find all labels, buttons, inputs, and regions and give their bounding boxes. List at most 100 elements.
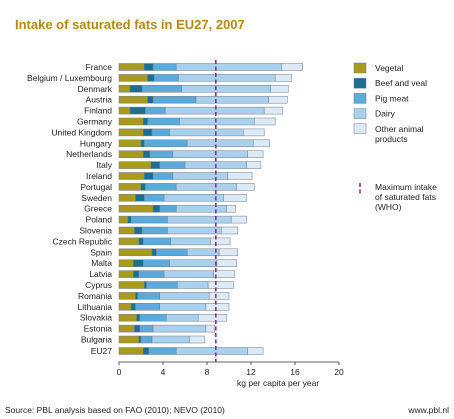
bar-portugal-dairy [175,183,237,191]
bar-romania-vegetal [118,292,136,300]
bar-eu27-beef-and-veal [142,347,149,355]
bar-united-kingdom-other-animal-products [243,128,265,137]
bar-romania-pig-meat [137,292,160,300]
footer-url: www.pbl.nl [407,405,449,415]
bar-malta-vegetal [118,259,134,267]
bar-germany-vegetal [118,117,144,126]
bar-latvia-vegetal [118,270,134,278]
bar-poland-dairy [167,215,232,224]
bar-malta-dairy [169,259,218,267]
bar-belgium-luxembourg-vegetal [118,74,148,82]
bar-france-other-animal-products [281,63,303,71]
category-label-romania: Romania [78,291,112,301]
bar-belgium-luxembourg-beef-and-veal [147,74,155,82]
bar-belgium-luxembourg-dairy [178,74,276,82]
bar-greece-pig-meat [159,204,177,213]
bar-hungary-beef-and-veal [140,139,145,148]
bar-spain-vegetal [118,248,153,257]
legend-swatch-other-animal-products [353,123,367,135]
bar-portugal-beef-and-veal [140,183,146,191]
bar-germany-beef-and-veal [142,117,148,126]
x-tick-label-0: 0 [117,367,122,377]
bar-bulgaria-dairy [151,335,190,344]
bar-spain-other-animal-products [218,248,239,257]
bar-portugal-vegetal [118,183,142,191]
bar-bulgaria-vegetal [118,335,140,344]
bar-latvia-beef-and-veal [133,270,140,278]
bar-czech-republic-dairy [170,237,211,246]
category-label-bulgaria: Bulgaria [81,335,112,345]
bar-netherlands-pig-meat [149,150,174,158]
bar-romania-dairy [159,292,210,300]
bar-lithuania-other-animal-products [205,303,230,311]
x-tick-label-8: 8 [205,367,210,377]
bar-cyprus-dairy [177,281,209,289]
bar-denmark-dairy [181,85,272,93]
x-tick-label-16: 16 [290,367,300,377]
bar-spain-pig-meat [156,248,188,257]
category-label-cyprus: Cyprus [85,280,112,290]
legend-label-dairy: Dairy [375,109,396,119]
bar-italy-other-animal-products [246,161,262,169]
category-label-poland: Poland [86,215,113,225]
category-label-germany: Germany [77,117,113,127]
bar-finland-dairy [164,106,265,115]
bar-slovenia-pig-meat [141,226,168,235]
bar-slovenia-other-animal-products [221,226,239,235]
category-label-estonia: Estonia [84,324,113,334]
bar-hungary-other-animal-products [252,139,270,148]
bar-sweden-other-animal-products [223,194,247,202]
bar-germany-other-animal-products [254,117,276,126]
x-tick-label-12: 12 [246,367,256,377]
category-label-belgium-luxembourg: Belgium / Luxembourg [27,73,112,83]
category-label-czech-republic: Czech Republic [52,236,112,246]
bar-ireland-other-animal-products [227,172,253,180]
legend: Vegetal Beef and veal Pig meat Dairy Other a… [353,62,437,212]
category-label-portugal: Portugal [80,182,112,192]
x-tick-label-20: 20 [334,367,344,377]
category-label-latvia: Latvia [89,269,112,279]
category-label-slovenia: Slovenia [79,226,112,236]
bar-czech-republic-vegetal [118,237,140,246]
category-label-sweden: Sweden [81,193,112,203]
bar-lithuania-vegetal [118,303,132,311]
bar-slovakia-other-animal-products [197,313,228,322]
bar-greece-vegetal [118,204,154,213]
bar-united-kingdom-dairy [169,128,244,137]
bar-slovenia-beef-and-veal [134,226,143,235]
category-label-hungary: Hungary [80,138,113,148]
bar-ireland-dairy [172,172,229,180]
bar-belgium-luxembourg-pig-meat [153,74,179,82]
bar-austria-beef-and-veal [147,95,154,104]
x-tick-label-4: 4 [161,367,166,377]
bar-latvia-other-animal-products [213,270,235,278]
bar-poland-other-animal-products [230,215,247,224]
bar-sweden-beef-and-veal [135,194,145,202]
bar-lithuania-beef-and-veal [130,303,136,311]
bar-sweden-vegetal [118,194,136,202]
bar-sweden-dairy [163,194,224,202]
bar-lithuania-pig-meat [135,303,160,311]
bar-malta-beef-and-veal [133,259,144,267]
bar-italy-beef-and-veal [150,161,160,169]
bar-slovenia-vegetal [118,226,135,235]
bar-netherlands-other-animal-products [247,150,264,158]
bar-bulgaria-other-animal-products [189,335,206,344]
bar-lithuania-dairy [159,303,207,311]
category-label-italy: Italy [96,160,112,170]
bar-austria-vegetal [118,95,148,104]
bar-greece-beef-and-veal [152,204,160,213]
bar-united-kingdom-pig-meat [151,128,170,137]
category-label-ireland: Ireland [86,171,112,181]
bar-netherlands-vegetal [118,150,144,158]
bar-poland-pig-meat [130,215,168,224]
bar-netherlands-beef-and-veal [142,150,151,158]
bar-portugal-pig-meat [145,183,177,191]
bar-estonia-dairy [152,324,207,333]
bar-slovakia-dairy [166,313,199,322]
bar-malta-pig-meat [142,259,170,267]
bar-finland-pig-meat [145,106,166,115]
bar-portugal-other-animal-products [236,183,255,191]
bar-spain-dairy [186,248,220,257]
